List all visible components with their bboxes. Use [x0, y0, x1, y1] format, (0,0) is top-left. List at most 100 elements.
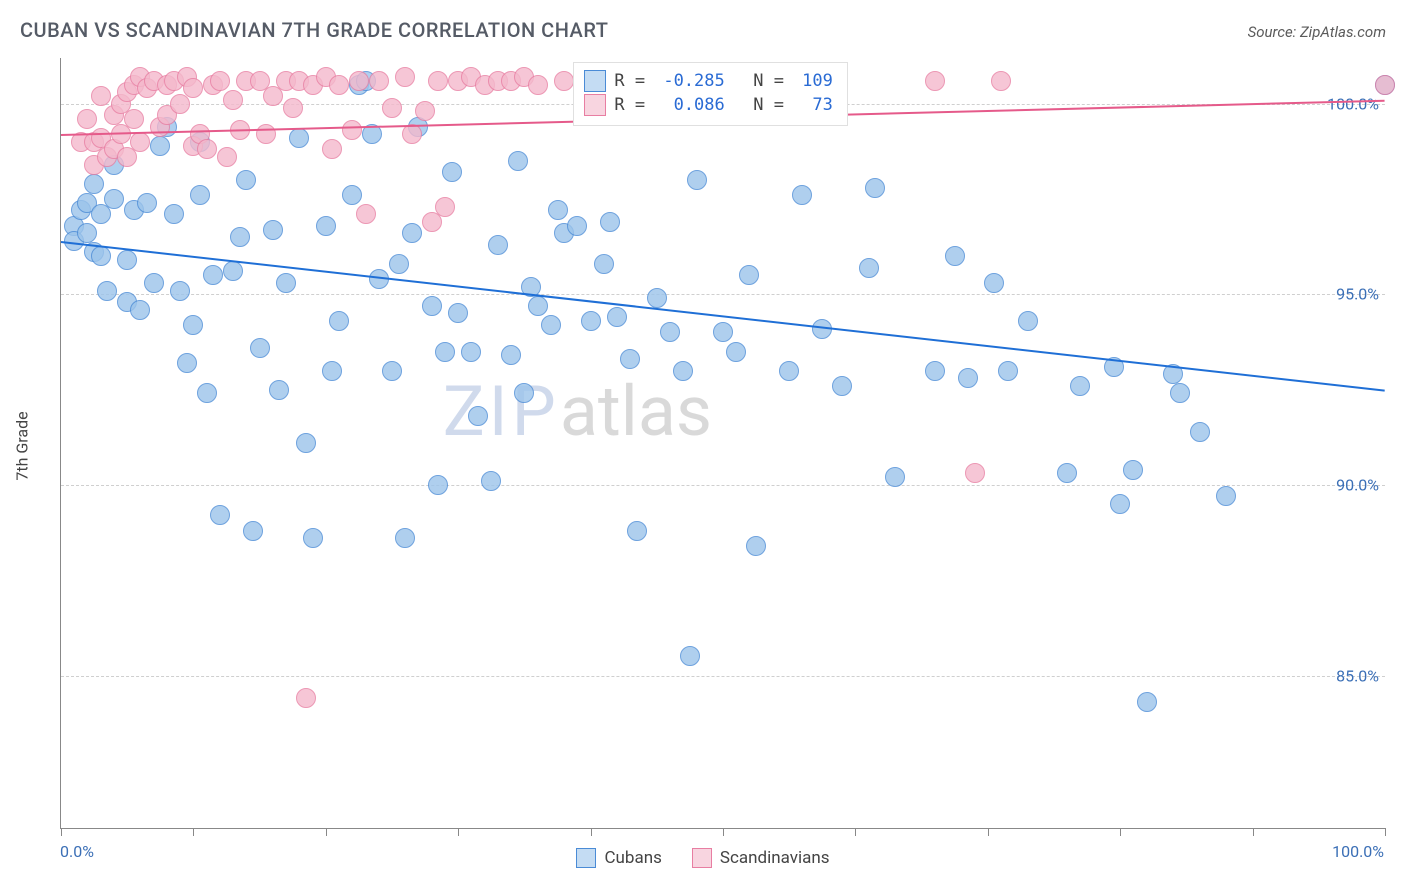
cuban-point — [1110, 494, 1130, 514]
legend-r-value: -0.285 — [663, 69, 724, 93]
cuban-point — [461, 342, 481, 362]
cuban-point — [77, 223, 97, 243]
cuban-point — [316, 216, 336, 236]
legend-r-label: R = — [614, 93, 655, 117]
cuban-point — [488, 235, 508, 255]
scandinavian-point — [965, 463, 985, 483]
cuban-point — [428, 475, 448, 495]
scandinavian-point — [369, 71, 389, 91]
cuban-point — [276, 273, 296, 293]
scandinavian-point — [382, 98, 402, 118]
cuban-point — [435, 342, 455, 362]
legend-n-value: 109 — [802, 69, 833, 93]
scandinavian-point — [210, 71, 230, 91]
cuban-point — [647, 288, 667, 308]
cuban-point — [150, 136, 170, 156]
cuban-point — [1123, 460, 1143, 480]
y-tick-label: 95.0% — [1336, 285, 1379, 304]
scandinavian-point — [435, 197, 455, 217]
cuban-point — [303, 528, 323, 548]
cuban-point — [792, 185, 812, 205]
scandinavian-point — [1375, 75, 1395, 95]
legend-swatch — [576, 848, 596, 868]
cuban-point — [680, 646, 700, 666]
cuban-point — [84, 174, 104, 194]
scandinavian-point — [554, 71, 574, 91]
cuban-point — [660, 322, 680, 342]
cuban-point — [210, 505, 230, 525]
header: CUBAN VS SCANDINAVIAN 7TH GRADE CORRELAT… — [20, 18, 1386, 42]
cuban-point — [600, 212, 620, 232]
y-axis-label: 7th Grade — [13, 411, 32, 480]
cuban-point — [514, 383, 534, 403]
cuban-point — [144, 273, 164, 293]
scatter-plot: ZIPatlas 85.0%90.0%95.0%100.0%R = -0.285… — [60, 58, 1385, 829]
cuban-point — [620, 349, 640, 369]
x-tick — [1253, 828, 1254, 836]
cuban-point — [296, 433, 316, 453]
x-tick — [591, 828, 592, 836]
gridline — [61, 676, 1385, 677]
y-tick-label: 90.0% — [1336, 475, 1379, 494]
cuban-point — [230, 227, 250, 247]
cuban-point — [984, 273, 1004, 293]
scandinavian-point — [296, 688, 316, 708]
watermark-zip: ZIP — [443, 371, 560, 453]
x-tick — [61, 828, 62, 836]
cuban-point — [322, 361, 342, 381]
scandinavian-point — [130, 132, 150, 152]
cuban-point — [395, 528, 415, 548]
cuban-point — [1018, 311, 1038, 331]
cuban-point — [594, 254, 614, 274]
cuban-point — [859, 258, 879, 278]
legend-row: R = 0.086 N = 73 — [584, 93, 833, 117]
scandinavian-point — [349, 71, 369, 91]
trend-line — [61, 241, 1385, 392]
cuban-point — [1170, 383, 1190, 403]
cuban-point — [581, 311, 601, 331]
cuban-point — [832, 376, 852, 396]
scandinavian-point — [77, 109, 97, 129]
scandinavian-point — [183, 78, 203, 98]
cuban-point — [236, 170, 256, 190]
cuban-point — [726, 342, 746, 362]
scandinavian-point — [329, 75, 349, 95]
legend-label: Scandinavians — [720, 848, 830, 868]
scandinavian-point — [322, 139, 342, 159]
legend-swatch — [584, 70, 606, 92]
x-tick — [326, 828, 327, 836]
legend-box: R = -0.285 N = 109R = 0.086 N = 73 — [573, 62, 848, 126]
scandinavian-point — [991, 71, 1011, 91]
scandinavian-point — [256, 124, 276, 144]
legend-n-value: 73 — [802, 93, 833, 117]
cuban-point — [91, 246, 111, 266]
scandinavian-point — [217, 147, 237, 167]
cuban-point — [501, 345, 521, 365]
scandinavian-point — [124, 109, 144, 129]
cuban-point — [190, 185, 210, 205]
cuban-point — [197, 383, 217, 403]
cuban-point — [448, 303, 468, 323]
cuban-point — [223, 261, 243, 281]
cuban-point — [508, 151, 528, 171]
watermark-atlas: atlas — [560, 371, 712, 453]
legend-n-label: N = — [733, 93, 794, 117]
scandinavian-point — [925, 71, 945, 91]
chart-title: CUBAN VS SCANDINAVIAN 7TH GRADE CORRELAT… — [20, 18, 608, 42]
cuban-point — [468, 406, 488, 426]
cuban-point — [130, 300, 150, 320]
cuban-point — [269, 380, 289, 400]
legend-swatch — [692, 848, 712, 868]
cuban-point — [865, 178, 885, 198]
cuban-point — [382, 361, 402, 381]
cuban-point — [342, 185, 362, 205]
x-tick — [1120, 828, 1121, 836]
cuban-point — [250, 338, 270, 358]
scandinavian-point — [402, 124, 422, 144]
x-tick-label: 100.0% — [1332, 842, 1384, 861]
cuban-point — [243, 521, 263, 541]
cuban-point — [442, 162, 462, 182]
cuban-point — [627, 521, 647, 541]
scandinavian-point — [197, 139, 217, 159]
scandinavian-point — [528, 75, 548, 95]
